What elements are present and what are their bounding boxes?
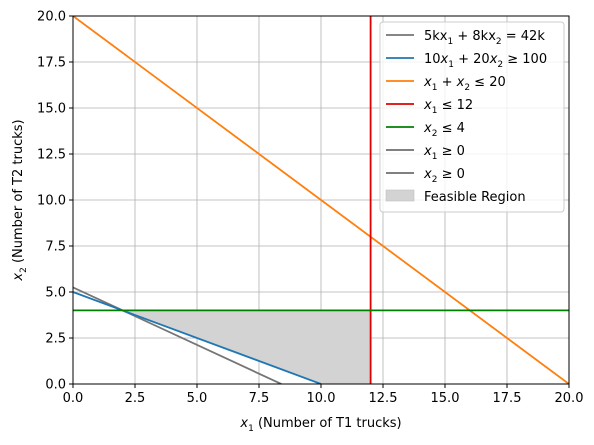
x-tick-label: 12.5 [369,391,398,406]
text-part: = 42k [502,29,546,44]
y-tick-label: 12.5 [37,148,66,163]
text-part: 2 [432,175,438,185]
x-tick-label: 15.0 [431,391,460,406]
text-part: x [423,167,432,182]
text-part: x [239,416,248,431]
x-tick-label: 17.5 [493,391,522,406]
y-tick-label: 5.0 [45,286,66,301]
text-part: x [489,52,498,67]
legend-label: Feasible Region [424,190,526,205]
text-part: (Number of T2 trucks) [11,119,26,267]
series-line-0 [73,286,282,384]
legend-label: x1 ≤ 12 [423,98,473,116]
series-line-1 [73,291,322,384]
x-tick-label: 5.0 [187,391,208,406]
text-part: ≥ 0 [437,167,464,182]
text-part: + [437,75,456,90]
text-part: 5kx [424,29,448,44]
x-tick-label: 20.0 [555,391,584,406]
legend-label: 10x1 + 20x2 ≥ 100 [424,52,547,70]
y-tick-label: 7.5 [45,240,66,255]
y-tick-label: 10.0 [37,194,66,209]
y-tick-label: 20.0 [37,10,66,25]
x-tick-label: 10.0 [307,391,336,406]
x-axis-label: x1 (Number of T1 trucks) [239,416,401,434]
text-part: + 8kx [453,29,496,44]
legend-label: 5kx1 + 8kx2 = 42k [424,29,545,47]
text-part: x [423,121,432,136]
text-part: ≥ 100 [503,52,547,67]
text-part: x [423,98,432,113]
x-tick-label: 2.5 [125,391,146,406]
text-part: 2 [497,60,503,70]
legend-label: x1 + x2 ≤ 20 [423,75,506,93]
text-part: x [11,273,26,282]
x-tick-label: 7.5 [249,391,270,406]
text-part: x [423,75,432,90]
legend-swatch-region [385,189,415,202]
y-axis-label: x2 (Number of T2 trucks) [11,119,29,281]
legend-box [379,21,565,213]
legend-label: x2 ≥ 0 [423,167,465,185]
y-tick-label: 15.0 [37,102,66,117]
y-tick-label: 17.5 [37,56,66,71]
feasible-region [122,310,371,384]
text-part: 1 [248,424,254,434]
text-part: x [456,75,465,90]
text-part: + 20 [454,52,490,67]
text-part: x [440,52,449,67]
text-part: 1 [432,152,438,162]
text-part: 10 [424,52,441,67]
text-part: ≤ 12 [437,98,473,113]
text-part: 2 [464,83,470,93]
series-line-2 [73,16,569,384]
legend-label: x1 ≥ 0 [423,144,465,162]
text-part: ≤ 4 [437,121,464,136]
x-tick-label: 0.0 [63,391,84,406]
axes-layer: 0.0 2.5 5.0 7.5 10.0 12.5 15.0 17.5 20.00.02.55.… [11,10,583,435]
text-part: x [423,144,432,159]
text-part: 1 [432,83,438,93]
text-part: 1 [448,37,454,47]
y-tick-label: 0.0 [45,378,66,393]
text-part: 1 [448,60,454,70]
y-tick-label: 2.5 [45,332,66,347]
legend-label: x2 ≤ 4 [423,121,465,139]
text-part: (Number of T1 trucks) [254,416,402,431]
text-part: ≥ 0 [437,144,464,159]
text-part: 2 [432,129,438,139]
region-layer [122,310,371,384]
text-part: ≤ 20 [470,75,506,90]
series-layer [73,16,569,384]
text-part: 2 [19,267,29,273]
text-part: 1 [432,106,438,116]
text-part: 2 [496,37,502,47]
